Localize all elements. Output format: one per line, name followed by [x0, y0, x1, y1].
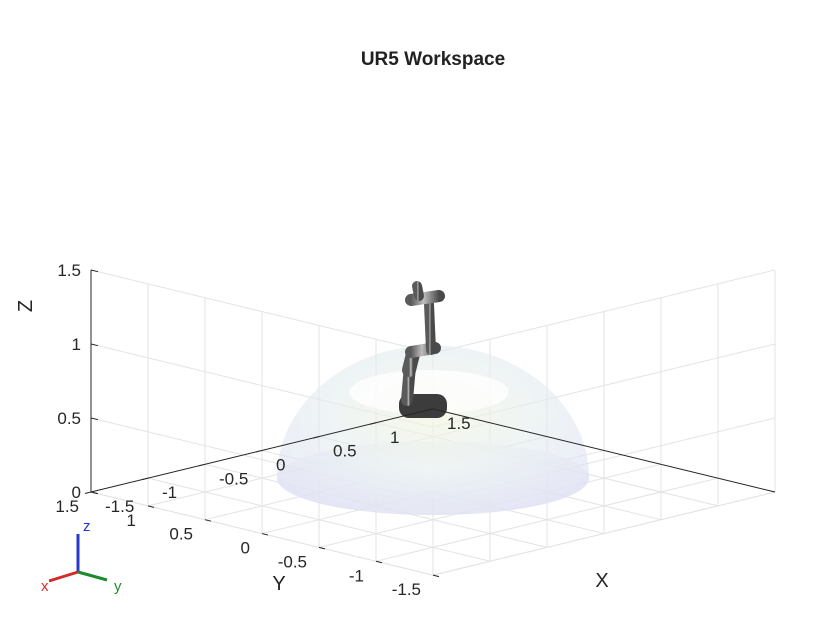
x-tick-label: 1 [390, 428, 399, 447]
robot-end-effector [412, 281, 424, 301]
y-tick-mark [204, 519, 212, 522]
x-axis-label: X [595, 570, 608, 592]
triad-x-label: x [41, 578, 49, 595]
x-tick-mark [84, 491, 92, 494]
y-tick-mark [261, 533, 269, 536]
x-tick-mark [198, 463, 206, 467]
y-tick-label: 1.5 [55, 497, 79, 516]
x-tick-label: 0.5 [333, 442, 357, 461]
y-tick-label: -1.5 [392, 580, 421, 599]
triad-x-axis [48, 570, 79, 583]
robot-forearm [424, 299, 436, 355]
x-tick-label: 0 [276, 455, 285, 474]
wall-grid-line [432, 491, 776, 576]
x-tick-mark [312, 436, 320, 439]
x-tick-mark [426, 408, 434, 411]
z-tick-label: 0 [72, 483, 81, 502]
x-tick-label: -0.5 [219, 469, 248, 488]
z-tick-mark [90, 417, 99, 421]
triad-y-axis [77, 570, 108, 582]
y-tick-label: 0.5 [169, 525, 193, 544]
triad-y-label: y [114, 578, 122, 595]
z-tick-mark [90, 491, 99, 495]
y-tick-mark [147, 505, 155, 508]
chart-title: UR5 Workspace [361, 49, 505, 70]
x-tick-label: 1.5 [447, 414, 471, 433]
z-tick-mark [90, 343, 99, 347]
x-tick-label: -1.5 [105, 497, 134, 516]
x-tick-label: -1 [162, 483, 177, 502]
z-tick-label: 1.5 [57, 261, 81, 280]
y-tick-mark [375, 560, 383, 564]
workspace-hemisphere [276, 345, 590, 516]
z-tick-label: 0.5 [57, 409, 81, 428]
x-axis-line [432, 408, 776, 493]
tick-labels: -1.5-1-0.500.511.5 -1.5-1-0.500.511.500.5… [55, 261, 470, 599]
workspace-highlight [349, 370, 509, 414]
y-tick-label: -0.5 [278, 552, 307, 571]
z-tick-mark [90, 269, 99, 273]
axes [84, 269, 776, 578]
y-tick-mark [318, 546, 326, 550]
z-axis-label: Z [15, 300, 37, 312]
triad-z-label: z [83, 518, 91, 535]
x-tick-mark [255, 449, 263, 453]
robot-arm [398, 281, 447, 418]
y-axis-label: Y [272, 573, 285, 595]
wall-grid-line [90, 269, 434, 354]
z-tick-label: 1 [72, 335, 81, 354]
orientation-triad: z y x [41, 518, 122, 595]
x-tick-mark [141, 477, 149, 481]
x-tick-mark [369, 422, 377, 425]
y-tick-mark [432, 574, 440, 578]
y-tick-label: -1 [349, 566, 364, 585]
wall-grid-line [432, 269, 776, 354]
y-tick-label: 0 [241, 539, 250, 558]
y-tick-label: 1 [127, 511, 136, 530]
